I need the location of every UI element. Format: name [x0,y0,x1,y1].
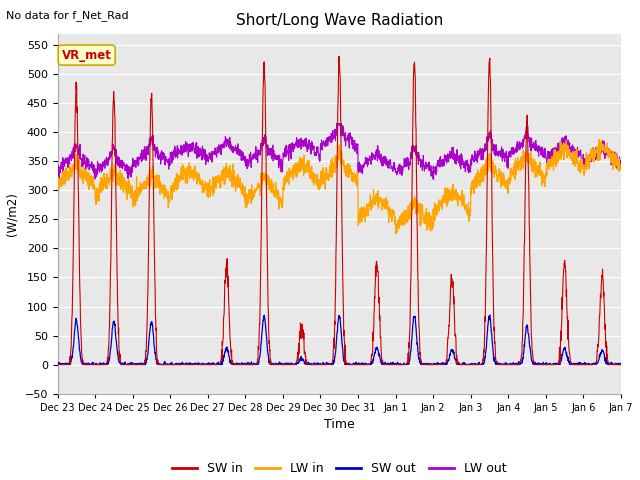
Y-axis label: (W/m2): (W/m2) [6,192,19,236]
Title: Short/Long Wave Radiation: Short/Long Wave Radiation [236,13,443,28]
Text: VR_met: VR_met [62,48,111,61]
Legend: SW in, LW in, SW out, LW out: SW in, LW in, SW out, LW out [167,457,511,480]
X-axis label: Time: Time [324,418,355,431]
Text: No data for f_Net_Rad: No data for f_Net_Rad [6,10,129,21]
